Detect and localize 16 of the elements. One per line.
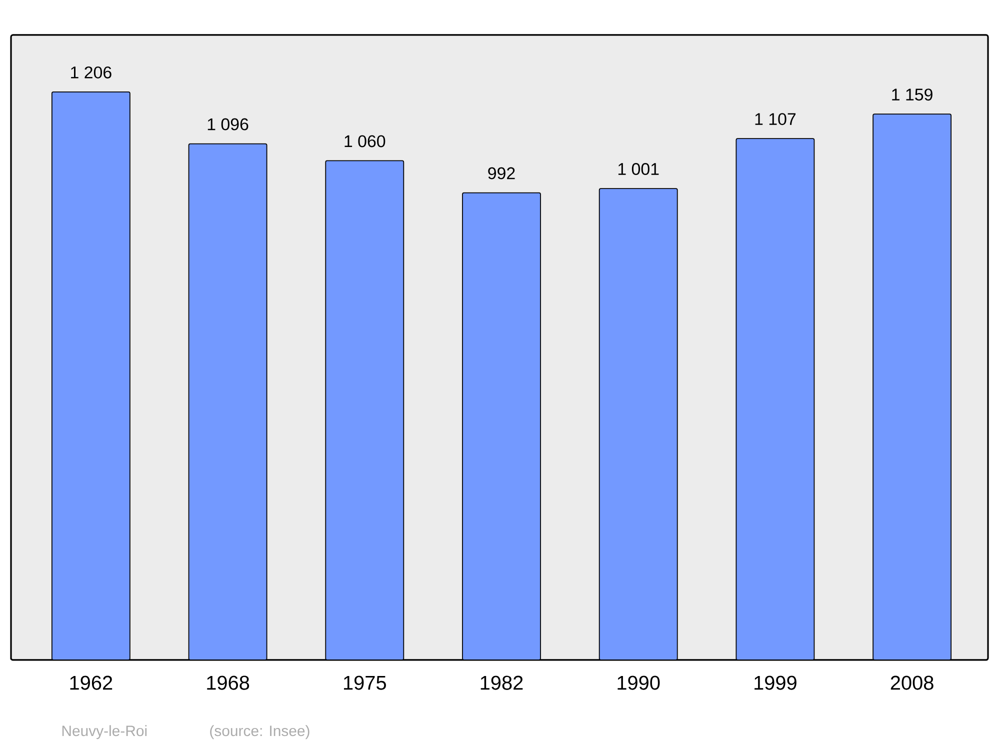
- x-tick-label: 1962: [70, 676, 112, 690]
- data-label: 1 060: [344, 135, 386, 148]
- data-label: 1 206: [71, 66, 112, 78]
- data-label: 1 001: [618, 163, 659, 176]
- x-tick-label: 1999: [754, 676, 796, 690]
- x-tick-label: 2008: [890, 676, 934, 690]
- data-label: 1 159: [892, 88, 932, 101]
- x-tick-label: 1982: [480, 676, 523, 690]
- text: Neuvy-le-Roi: [62, 725, 147, 740]
- x-tick-label: 1990: [618, 676, 660, 690]
- data-label: 1 096: [208, 118, 248, 130]
- text: (source: Insee): [210, 725, 310, 740]
- data-label: 1 107: [755, 113, 796, 126]
- x-tick-label: 1975: [344, 676, 386, 690]
- data-label: 992: [488, 167, 515, 180]
- x-tick-label: 1968: [207, 676, 250, 690]
